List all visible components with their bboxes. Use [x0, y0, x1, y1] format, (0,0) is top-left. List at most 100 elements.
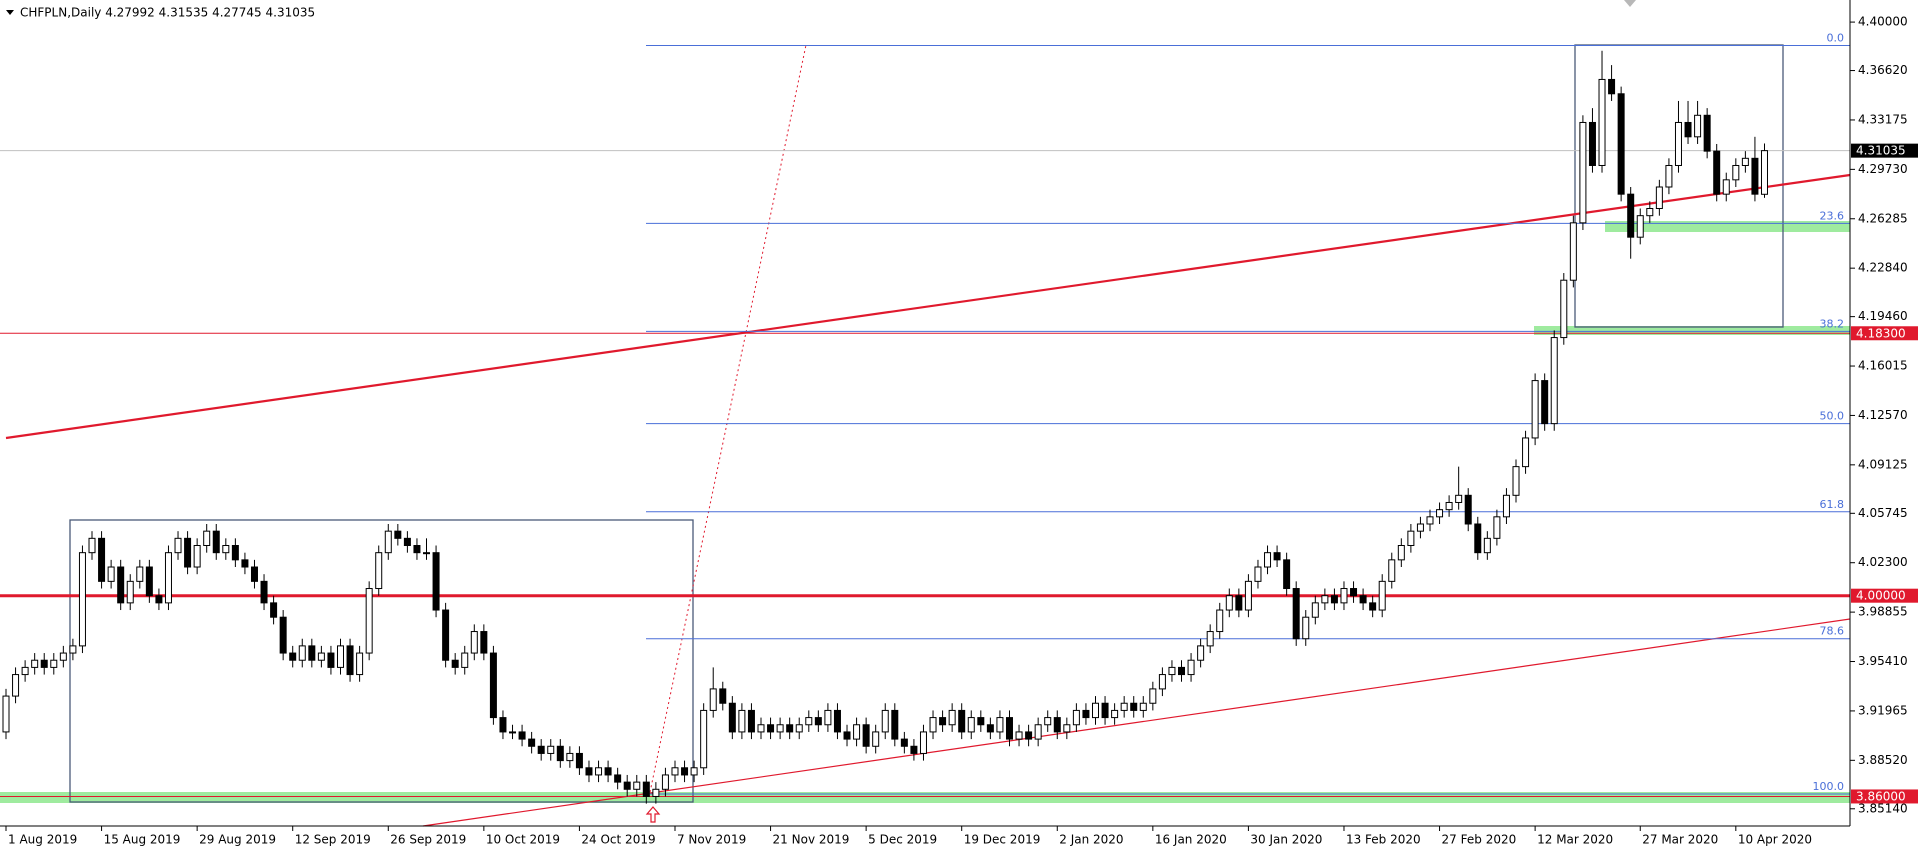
candle-body — [212, 530, 220, 554]
candle-body — [518, 731, 526, 740]
candle-body — [1015, 731, 1023, 740]
candle-body — [1168, 666, 1176, 676]
x-tick-label: 19 Dec 2019 — [964, 833, 1041, 847]
support-zone — [1605, 221, 1850, 232]
candle-body — [174, 537, 182, 554]
y-tick-label: 4.05745 — [1858, 506, 1908, 520]
candle-body — [327, 652, 335, 668]
candle-body — [1292, 588, 1300, 640]
fib-trend-line — [648, 44, 807, 798]
candle-body — [939, 717, 947, 726]
price-tag — [1851, 789, 1918, 804]
candle-body — [279, 616, 287, 654]
candle-body — [184, 537, 192, 568]
x-tick-label: 7 Nov 2019 — [677, 833, 746, 847]
candle-body — [470, 631, 478, 654]
candle-body — [78, 552, 86, 647]
candle-body — [12, 674, 20, 697]
candle-body — [814, 717, 822, 726]
candle-body — [1063, 724, 1071, 733]
candle-body — [1407, 530, 1415, 547]
x-tick-label: 2 Jan 2020 — [1059, 833, 1123, 847]
candle-body — [1369, 602, 1377, 611]
y-tick-label: 4.12570 — [1858, 408, 1908, 422]
candle-body — [642, 781, 650, 797]
candle-body — [948, 709, 956, 726]
candle-body — [891, 709, 899, 740]
candle-body — [164, 552, 172, 604]
candle-body — [384, 530, 392, 554]
candle-body — [193, 545, 201, 568]
y-tick-label: 4.19460 — [1858, 309, 1908, 323]
candle-body — [394, 530, 402, 539]
candle-body — [767, 724, 775, 733]
x-tick-label: 26 Sep 2019 — [390, 833, 466, 847]
candle-body — [1646, 208, 1654, 217]
candle-body — [499, 717, 507, 733]
candle-body — [50, 659, 58, 668]
candle-body — [910, 745, 918, 754]
candle-body — [21, 666, 29, 676]
candle-body — [681, 767, 689, 776]
candle-body — [155, 595, 163, 604]
x-tick-label: 12 Sep 2019 — [295, 833, 371, 847]
price-tag-label: 4.00000 — [1856, 589, 1906, 603]
candle-body — [432, 552, 440, 611]
candle-body — [1388, 559, 1396, 582]
candle-body — [317, 652, 325, 661]
candle-body — [222, 545, 230, 554]
candle-body — [547, 745, 555, 754]
candle-body — [919, 731, 927, 754]
candle-body — [1311, 602, 1319, 618]
candle-body — [413, 545, 421, 554]
candle-body — [1665, 164, 1673, 188]
candle-body — [700, 709, 708, 769]
candle-body — [1225, 595, 1233, 611]
price-tag — [1851, 588, 1918, 603]
candle-body — [556, 745, 564, 762]
candle-body — [126, 580, 134, 604]
candle-body — [1608, 78, 1616, 95]
candle-body — [967, 717, 975, 733]
candle-body — [614, 774, 622, 783]
candle-body — [862, 724, 870, 747]
candle-body — [709, 688, 717, 711]
candle-body — [1130, 702, 1138, 711]
candle-body — [336, 645, 344, 668]
candle-body — [671, 767, 679, 776]
candle-body — [1264, 552, 1272, 568]
candle-body — [537, 745, 545, 754]
y-tick-label: 4.16015 — [1858, 359, 1908, 373]
candle-body — [1111, 709, 1119, 719]
support-zone — [0, 792, 1850, 803]
candle-body — [298, 645, 306, 661]
candle-body — [442, 609, 450, 661]
menu-icon[interactable] — [6, 10, 14, 15]
candle-body — [1302, 616, 1310, 640]
candle-body — [270, 602, 278, 618]
x-tick-label: 5 Dec 2019 — [868, 833, 937, 847]
candle-body — [1273, 552, 1281, 561]
candle-body — [1082, 709, 1090, 719]
candle-body — [117, 566, 125, 604]
candle-body — [604, 767, 612, 776]
candle-body — [356, 652, 364, 676]
y-tick-label: 3.91965 — [1858, 703, 1908, 717]
x-tick-label: 15 Aug 2019 — [104, 833, 181, 847]
candle-body — [1254, 566, 1262, 582]
candle-body — [451, 659, 459, 668]
candle-body — [1101, 702, 1109, 719]
candle-body — [250, 566, 258, 582]
price-tag-label: 4.31035 — [1856, 144, 1906, 158]
candle-body — [107, 566, 115, 582]
candle-body — [958, 709, 966, 733]
x-tick-label: 1 Aug 2019 — [8, 833, 77, 847]
candle-body — [1655, 186, 1663, 210]
candle-body — [1378, 580, 1386, 611]
candle-body — [881, 709, 889, 733]
candle-body — [719, 688, 727, 704]
price-tag-label: 4.18300 — [1856, 326, 1906, 340]
candle-body — [1588, 121, 1596, 166]
candle-body — [1321, 595, 1329, 604]
